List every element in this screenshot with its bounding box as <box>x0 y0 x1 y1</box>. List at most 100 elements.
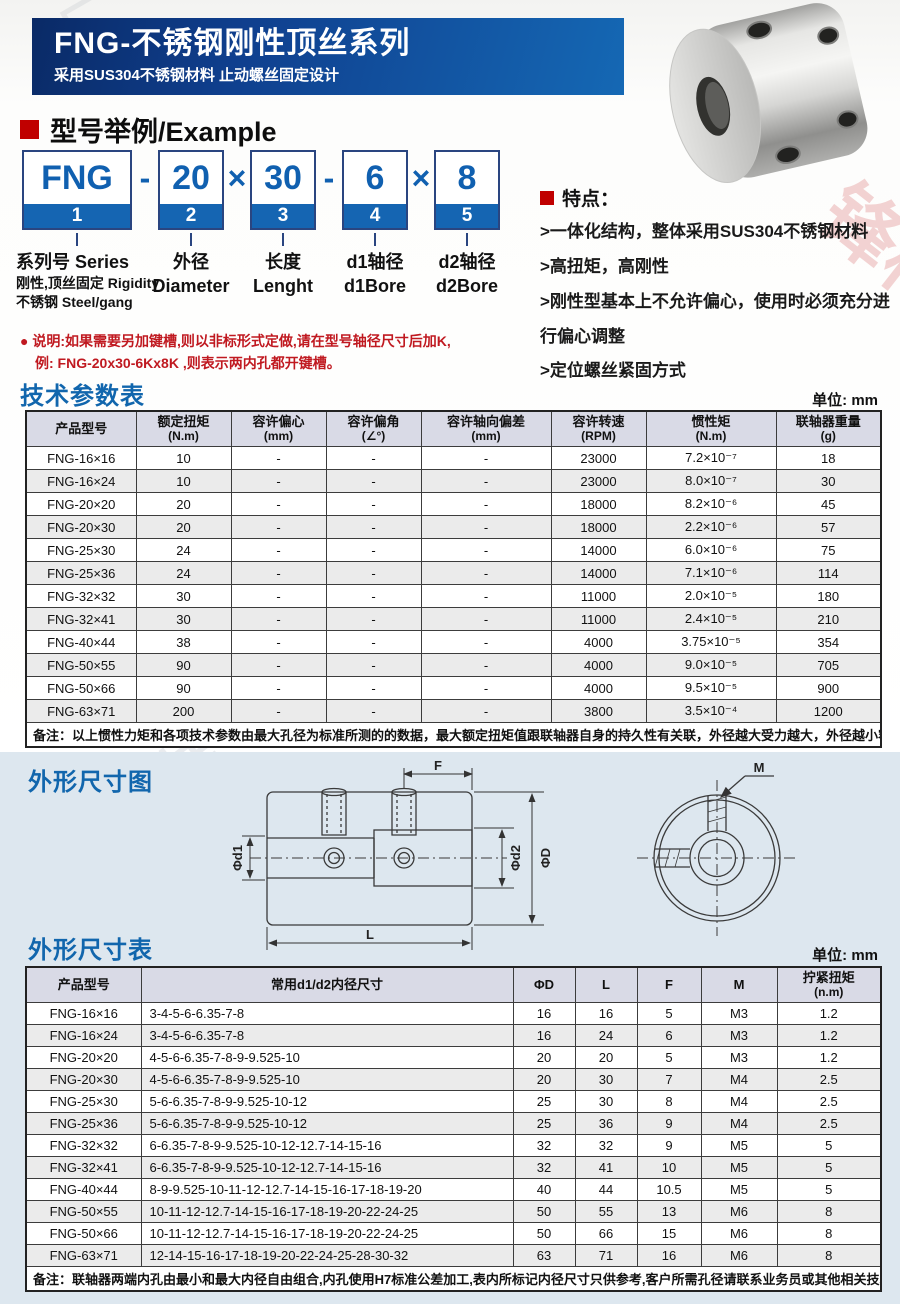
table-cell: 40 <box>512 1178 576 1202</box>
table-row: FNG-32×41 30- - -11000 2.4×10⁻⁵ 210 <box>25 607 882 632</box>
table-cell: 3-4-5-6-6.35-7-8 <box>140 1002 514 1026</box>
table-cell: 6-6.35-7-8-9-9.525-10-12-12.7-14-15-16 <box>140 1134 514 1158</box>
table-cell: 5-6-6.35-7-8-9-9.525-10-12 <box>140 1112 514 1136</box>
model-separator: × <box>411 160 431 196</box>
model-label-line: Diameter <box>152 276 230 297</box>
table-cell: - <box>420 699 552 724</box>
column-unit: (N.m) <box>695 428 727 443</box>
tick-line <box>282 233 284 246</box>
model-value: FNG <box>24 152 130 204</box>
table-row: FNG-50×55 90- - -4000 9.0×10⁻⁵ 705 <box>25 653 882 678</box>
column-name: 额定扭矩 <box>157 414 210 429</box>
table-cell: 8 <box>776 1244 882 1268</box>
table-cell: - <box>230 446 327 471</box>
table-cell: FNG-63×71 <box>25 699 137 724</box>
table-cell: 2.2×10⁻⁶ <box>645 515 777 540</box>
table-cell: 900 <box>775 676 882 701</box>
table-header-row: 产品型号 额定扭矩 (N.m) 容许偏心 (mm) 容许偏角 (∠°) 容许轴向偏差 (mm) 容… <box>25 410 882 448</box>
table-note: 备注：联轴器两端内孔由最小和最大内径自由组合,内孔使用H7标准公差加工,表内所标… <box>25 1266 882 1292</box>
table-cell: 23000 <box>550 469 647 494</box>
table-cell: 20 <box>512 1046 576 1070</box>
table-cell: FNG-40×44 <box>25 1178 142 1202</box>
dim-label-m: M <box>754 760 765 775</box>
table-cell: 20 <box>135 492 232 517</box>
table-cell: 50 <box>512 1222 576 1246</box>
table-cell: 30 <box>135 584 232 609</box>
table-cell: 8.0×10⁻⁷ <box>645 469 777 494</box>
dimension-drawing: F Φd1 Φd2 ΦD L M <box>230 760 797 950</box>
dim-label-d1: Φd1 <box>230 845 245 871</box>
feature-item: >定位螺丝紧固方式 <box>540 361 686 381</box>
table-cell: - <box>230 561 327 586</box>
table-cell: 10.5 <box>636 1178 702 1202</box>
table-cell: - <box>420 538 552 563</box>
dim-label-l: L <box>366 927 374 942</box>
model-label-col-2: 外径 Diameter <box>144 250 238 299</box>
tech-params-table: 产品型号 额定扭矩 (N.m) 容许偏心 (mm) 容许偏角 (∠°) 容许轴向偏差 (mm) 容… <box>25 410 882 749</box>
table-cell: - <box>420 515 552 540</box>
table-cell: 8 <box>636 1090 702 1114</box>
model-box-2: 20 2 <box>158 150 224 230</box>
table-cell: 36 <box>574 1112 638 1136</box>
model-label-line: 系列号 Series <box>16 252 130 272</box>
model-label-line: d1轴径 <box>346 252 404 272</box>
table-cell: 16 <box>574 1002 638 1026</box>
table-cell: - <box>420 446 552 471</box>
model-label-col-4: d1轴径 d1Bore <box>328 250 422 299</box>
model-label-line: 长度 <box>265 252 301 272</box>
table-cell: FNG-20×30 <box>25 1068 142 1092</box>
table-cell: 8 <box>776 1222 882 1246</box>
table-cell: - <box>420 676 552 701</box>
table-row: FNG-25×30 5-6-6.35-7-8-9-9.525-10-12 25 30 8… <box>25 1090 882 1114</box>
tech-table-heading: 技术参数表 <box>20 383 145 410</box>
table-cell: 10-11-12-12.7-14-15-16-17-18-19-20-22-24… <box>140 1200 514 1224</box>
column-name: M <box>733 976 745 992</box>
table-cell: 10 <box>135 469 232 494</box>
dim-label-d2: Φd2 <box>508 845 523 871</box>
bullet-icon: ● <box>20 333 29 349</box>
table-row: FNG-63×71 200- - -3800 3.5×10⁻⁴ 1200 <box>25 699 882 724</box>
table-cell: M6 <box>700 1244 778 1268</box>
features-title: 特点： <box>540 184 896 211</box>
keyway-note-text1: 说明:如果需要另加键槽,则以非标形式定做,请在型号轴径尺寸后加K, <box>32 333 451 349</box>
table-cell: FNG-25×36 <box>25 561 137 586</box>
column-name: 惯性矩 <box>691 414 731 429</box>
red-square-icon <box>20 120 39 139</box>
table-cell: 7.2×10⁻⁷ <box>645 446 777 471</box>
table-cell: - <box>325 446 422 471</box>
table-cell: 18 <box>775 446 882 471</box>
table-cell: FNG-32×32 <box>25 584 137 609</box>
table-cell: - <box>325 607 422 632</box>
model-box-1: FNG 1 <box>22 150 132 230</box>
table-cell: 9 <box>636 1134 702 1158</box>
table-cell: 18000 <box>550 515 647 540</box>
table-cell: - <box>325 584 422 609</box>
column-unit: (mm) <box>471 428 501 443</box>
table-cell: 4-5-6-6.35-7-8-9-9.525-10 <box>140 1046 514 1070</box>
table-cell: 2.0×10⁻⁵ <box>645 584 777 609</box>
table-cell: 71 <box>574 1244 638 1268</box>
table-cell: 1.2 <box>776 1024 882 1048</box>
table-cell: 4000 <box>550 630 647 655</box>
table-cell: - <box>420 469 552 494</box>
column-name: 产品型号 <box>55 420 108 436</box>
table-cell: 3-4-5-6-6.35-7-8 <box>140 1024 514 1048</box>
table-cell: 23000 <box>550 446 647 471</box>
table-cell: 11000 <box>550 584 647 609</box>
table-cell: 14000 <box>550 538 647 563</box>
tick-line <box>76 233 78 246</box>
table-cell: 3800 <box>550 699 647 724</box>
model-label-line: d2轴径 <box>438 252 496 272</box>
dim-unit-label: 单位: mm <box>812 947 878 964</box>
table-row: FNG-20×20 20- - -18000 8.2×10⁻⁶ 45 <box>25 492 882 517</box>
table-cell: 20 <box>574 1046 638 1070</box>
table-cell: 6.0×10⁻⁶ <box>645 538 777 563</box>
table-cell: - <box>230 676 327 701</box>
table-row: FNG-20×30 20- - -18000 2.2×10⁻⁶ 57 <box>25 515 882 540</box>
model-value: 30 <box>252 152 314 204</box>
model-number: 2 <box>160 204 222 228</box>
model-label-line: 刚性,顶丝固定 Rigidity <box>16 275 160 292</box>
table-cell: 7.1×10⁻⁶ <box>645 561 777 586</box>
column-name: 容许偏心 <box>252 414 305 429</box>
table-cell: - <box>420 584 552 609</box>
